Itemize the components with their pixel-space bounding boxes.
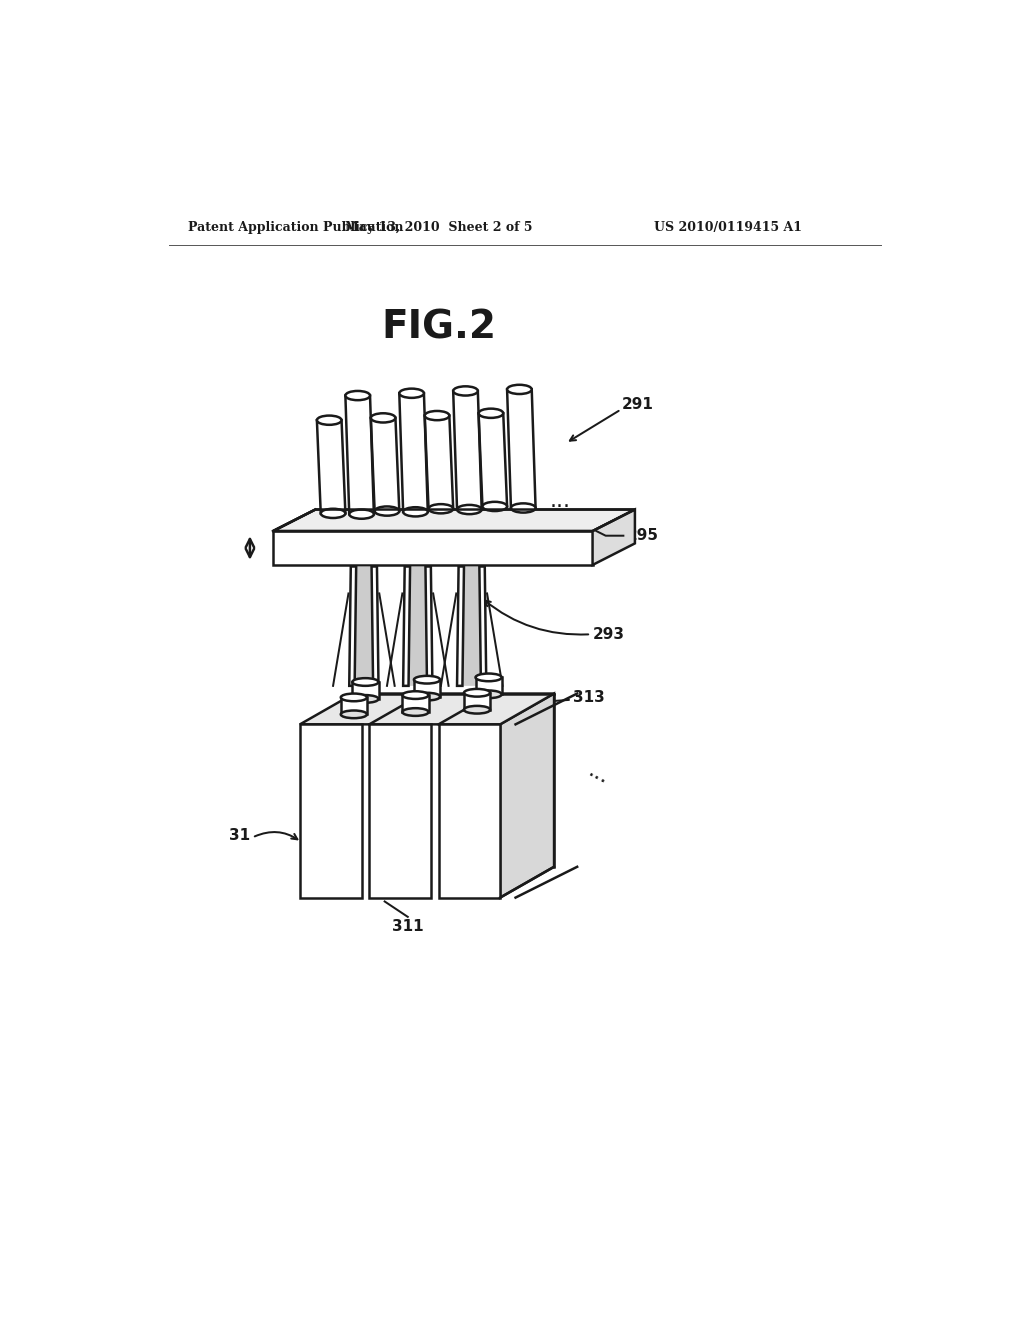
Text: US 2010/0119415 A1: US 2010/0119415 A1 — [654, 222, 802, 234]
Polygon shape — [438, 725, 500, 898]
Ellipse shape — [402, 692, 429, 700]
Ellipse shape — [429, 504, 454, 513]
Polygon shape — [403, 566, 410, 686]
Ellipse shape — [321, 508, 345, 517]
Polygon shape — [478, 413, 507, 507]
Ellipse shape — [478, 409, 503, 418]
Ellipse shape — [464, 689, 490, 697]
Polygon shape — [354, 566, 373, 686]
Ellipse shape — [482, 502, 507, 511]
Ellipse shape — [399, 388, 424, 397]
Text: ...: ... — [550, 491, 570, 511]
Ellipse shape — [402, 708, 429, 715]
Ellipse shape — [371, 413, 395, 422]
Polygon shape — [402, 696, 429, 711]
Polygon shape — [463, 566, 481, 686]
Polygon shape — [273, 531, 593, 565]
Polygon shape — [300, 693, 554, 725]
Polygon shape — [475, 677, 502, 694]
Ellipse shape — [425, 411, 450, 420]
Polygon shape — [409, 566, 427, 686]
Ellipse shape — [414, 676, 440, 684]
Ellipse shape — [454, 387, 478, 396]
Polygon shape — [370, 725, 431, 898]
Text: ...: ... — [585, 760, 612, 788]
Polygon shape — [316, 420, 345, 513]
Polygon shape — [593, 510, 635, 565]
Polygon shape — [507, 389, 536, 508]
Polygon shape — [371, 418, 399, 511]
Polygon shape — [500, 693, 554, 898]
Polygon shape — [399, 393, 428, 512]
Polygon shape — [300, 725, 361, 898]
Ellipse shape — [375, 507, 399, 516]
Polygon shape — [464, 693, 490, 710]
Polygon shape — [349, 566, 356, 686]
Polygon shape — [372, 566, 379, 686]
Text: May 13, 2010  Sheet 2 of 5: May 13, 2010 Sheet 2 of 5 — [345, 222, 532, 234]
Polygon shape — [273, 510, 635, 531]
Ellipse shape — [352, 678, 379, 686]
Polygon shape — [352, 682, 379, 700]
Ellipse shape — [403, 507, 428, 516]
Polygon shape — [454, 391, 481, 510]
Polygon shape — [425, 416, 454, 508]
Text: 313: 313 — [573, 690, 605, 705]
Polygon shape — [345, 396, 374, 515]
Ellipse shape — [475, 673, 502, 681]
Text: FIG.2: FIG.2 — [381, 309, 496, 347]
Ellipse shape — [511, 503, 536, 512]
Polygon shape — [425, 566, 432, 686]
Polygon shape — [414, 680, 440, 697]
Ellipse shape — [507, 385, 531, 395]
Text: 295: 295 — [628, 528, 659, 544]
Ellipse shape — [352, 696, 379, 702]
Ellipse shape — [341, 710, 367, 718]
Ellipse shape — [464, 706, 490, 714]
Polygon shape — [341, 697, 367, 714]
Ellipse shape — [414, 693, 440, 701]
Ellipse shape — [349, 510, 374, 519]
Ellipse shape — [316, 416, 342, 425]
Polygon shape — [457, 566, 464, 686]
Polygon shape — [479, 566, 486, 686]
Ellipse shape — [341, 693, 367, 701]
Text: 311: 311 — [392, 919, 424, 935]
Ellipse shape — [345, 391, 370, 400]
Text: 31: 31 — [228, 829, 250, 843]
Ellipse shape — [457, 504, 481, 513]
Ellipse shape — [475, 690, 502, 698]
Text: 291: 291 — [622, 397, 653, 412]
Text: 293: 293 — [593, 627, 625, 642]
Text: Patent Application Publication: Patent Application Publication — [188, 222, 403, 234]
